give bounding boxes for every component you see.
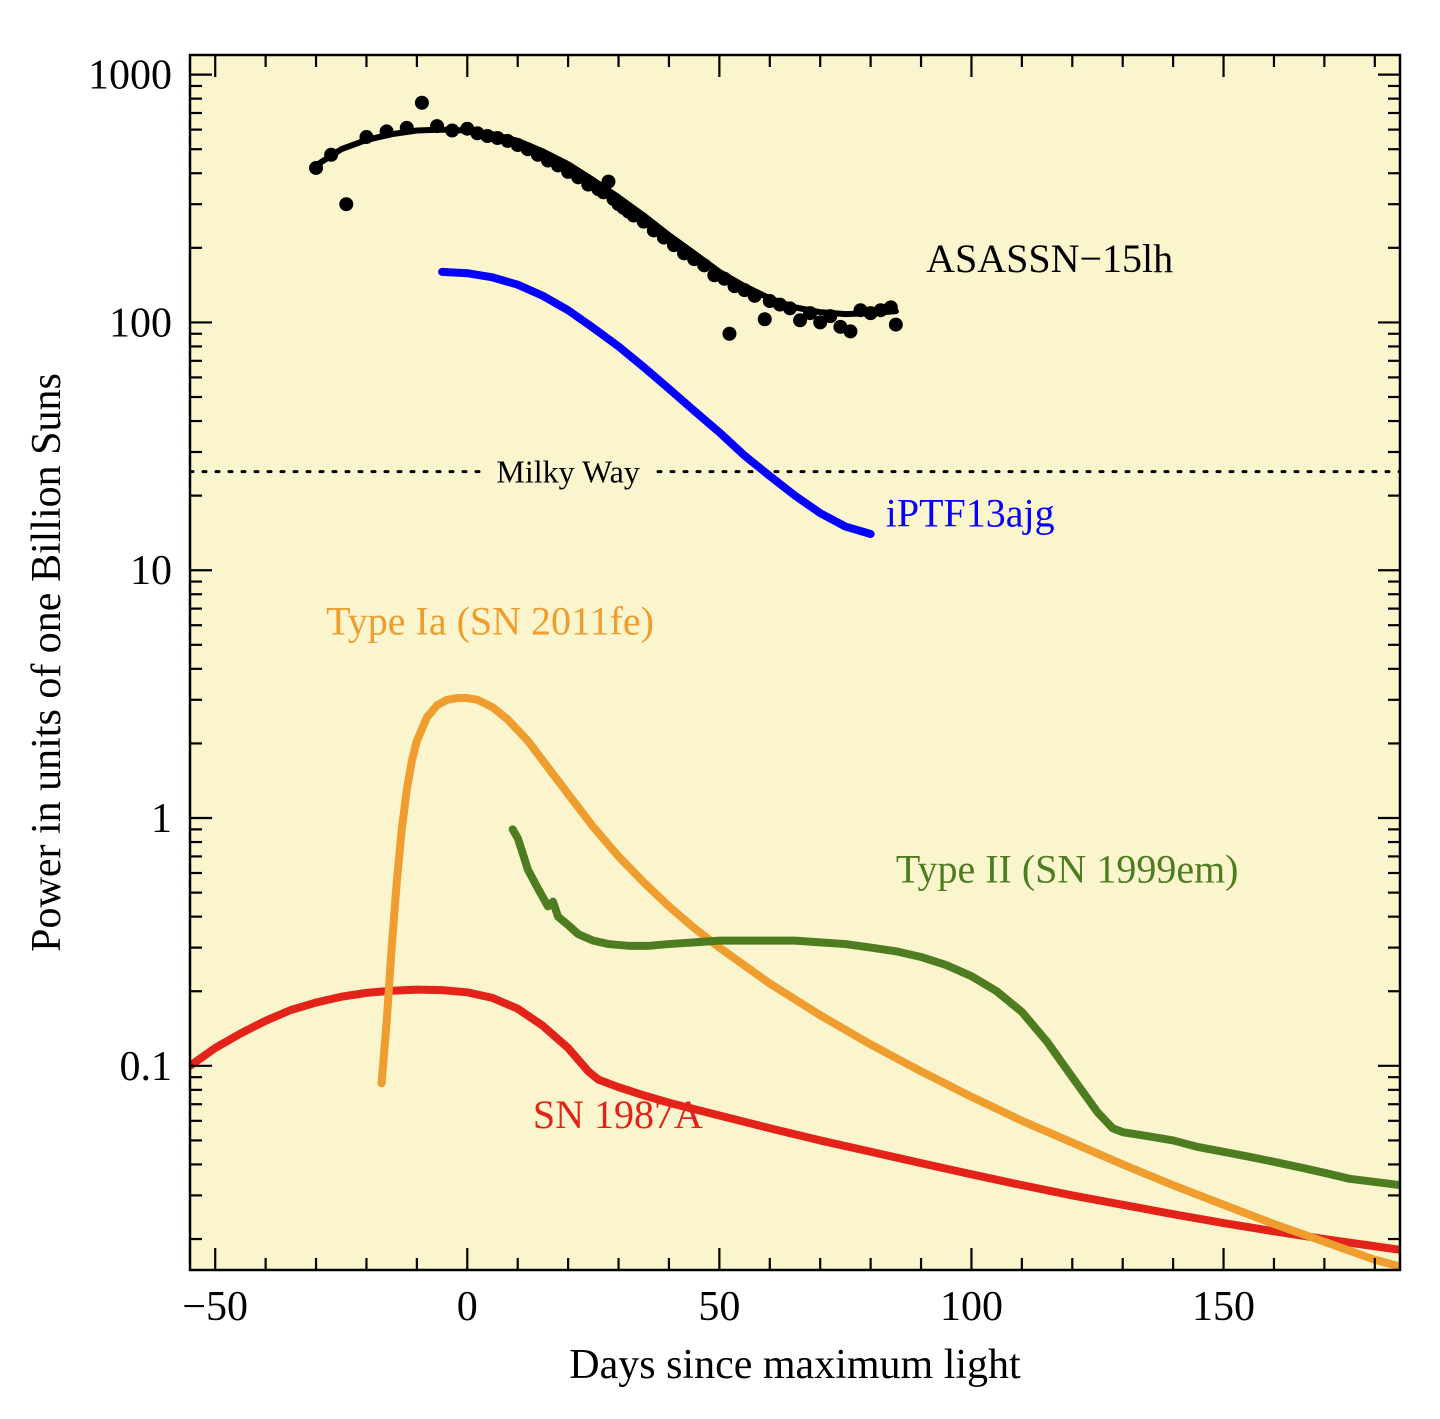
x-tick-label: 150 <box>1192 1284 1255 1330</box>
x-tick-label: 50 <box>698 1284 740 1330</box>
chart-series-asassn15lh_curve-label: ASASSN−15lh <box>926 236 1173 281</box>
asassn15lh-point <box>380 124 394 138</box>
asassn15lh-point <box>309 161 323 175</box>
x-tick-label: 0 <box>457 1284 478 1330</box>
asassn15lh-point <box>601 175 615 189</box>
asassn15lh-point <box>884 300 898 314</box>
y-axis-label: Power in units of one Billion Suns <box>24 373 70 952</box>
y-tick-label: 1 <box>151 796 172 842</box>
y-tick-label: 1000 <box>88 53 172 99</box>
asassn15lh-point <box>359 130 373 144</box>
milky-way-label: Milky Way <box>496 454 640 490</box>
y-tick-label: 10 <box>130 548 172 594</box>
asassn15lh-point <box>339 197 353 211</box>
x-tick-label: −50 <box>182 1284 248 1330</box>
asassn15lh-point <box>445 124 459 138</box>
light-curve-chart: −50 0 50 100 150 0.1 1 10 100 1000 Days since maxi… <box>0 0 1440 1419</box>
x-tick-label: 100 <box>940 1284 1003 1330</box>
asassn15lh-point <box>400 121 414 135</box>
asassn15lh-point <box>783 301 797 315</box>
asassn15lh-point <box>415 96 429 110</box>
y-tick-label: 0.1 <box>120 1044 173 1090</box>
asassn15lh-point <box>748 289 762 303</box>
asassn15lh-point <box>843 324 857 338</box>
asassn15lh-point <box>889 318 903 332</box>
asassn15lh-point <box>823 309 837 323</box>
chart-container: −50 0 50 100 150 0.1 1 10 100 1000 Days since maxi… <box>0 0 1440 1419</box>
chart-series-sn1987a-label: SN 1987A <box>533 1092 703 1137</box>
chart-series-iptf13ajg-label: iPTF13ajg <box>886 491 1055 536</box>
asassn15lh-point <box>430 119 444 133</box>
chart-series-type_ia-label: Type Ia (SN 2011fe) <box>326 599 654 644</box>
x-axis-label: Days since maximum light <box>569 1342 1021 1388</box>
asassn15lh-point <box>697 258 711 272</box>
asassn15lh-point <box>758 312 772 326</box>
y-tick-label: 100 <box>109 300 172 346</box>
asassn15lh-point <box>722 327 736 341</box>
chart-series-type_ii-label: Type II (SN 1999em) <box>896 846 1239 891</box>
asassn15lh-point <box>324 148 338 162</box>
